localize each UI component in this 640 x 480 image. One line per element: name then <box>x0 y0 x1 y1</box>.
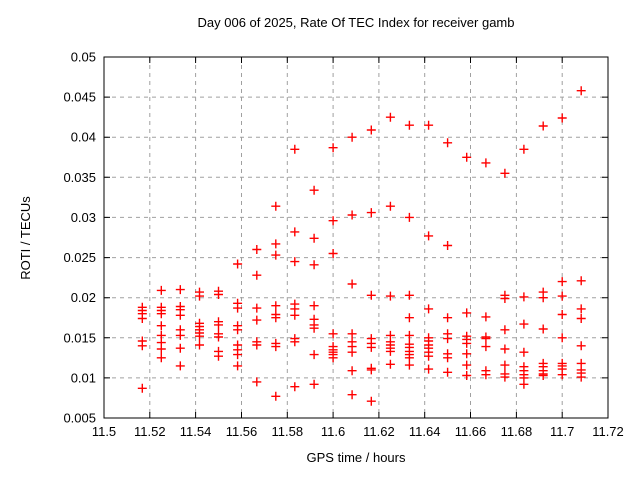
scatter-markers-ROTI <box>137 86 586 406</box>
y-tick-label: 0.015 <box>63 330 96 345</box>
data-points <box>137 86 586 406</box>
y-tick-label: 0.05 <box>71 50 96 65</box>
y-tick-label: 0.045 <box>63 90 96 105</box>
x-tick-label: 11.6 <box>321 424 345 439</box>
x-tick-label: 11.56 <box>226 424 258 439</box>
x-tick-label: 11.52 <box>134 424 166 439</box>
x-tick-label: 11.62 <box>363 424 395 439</box>
y-tick-label: 0.025 <box>63 250 96 265</box>
y-tick-label: 0.04 <box>71 130 96 145</box>
chart-title: Day 006 of 2025, Rate Of TEC Index for r… <box>198 15 515 30</box>
x-tick-label: 11.7 <box>550 424 574 439</box>
x-tick-label: 11.64 <box>409 424 441 439</box>
y-tick-label: 0.01 <box>71 370 96 385</box>
y-axis-label: ROTI / TECUs <box>18 196 33 280</box>
y-tick-label: 0.005 <box>63 411 96 426</box>
y-tick-label: 0.035 <box>63 170 96 185</box>
axis-ticks <box>103 56 609 419</box>
x-tick-label: 11.66 <box>455 424 487 439</box>
x-axis-label: GPS time / hours <box>307 450 406 465</box>
y-tick-label: 0.02 <box>71 290 96 305</box>
x-tick-label: 11.72 <box>592 424 624 439</box>
x-tick-label: 11.5 <box>92 424 116 439</box>
x-tick-label: 11.54 <box>180 424 212 439</box>
x-tick-label: 11.58 <box>272 424 304 439</box>
plot-border <box>103 56 609 419</box>
x-tick-label: 11.68 <box>501 424 533 439</box>
y-tick-label: 0.03 <box>71 210 96 225</box>
y-tick-labels: 0.005 0.01 0.015 0.02 0.025 0.03 0.035 0.04 0.04… <box>63 50 96 426</box>
x-tick-labels: 11.5 11.52 11.54 11.56 11.58 11.6 11.62 11.64 11… <box>92 424 624 439</box>
